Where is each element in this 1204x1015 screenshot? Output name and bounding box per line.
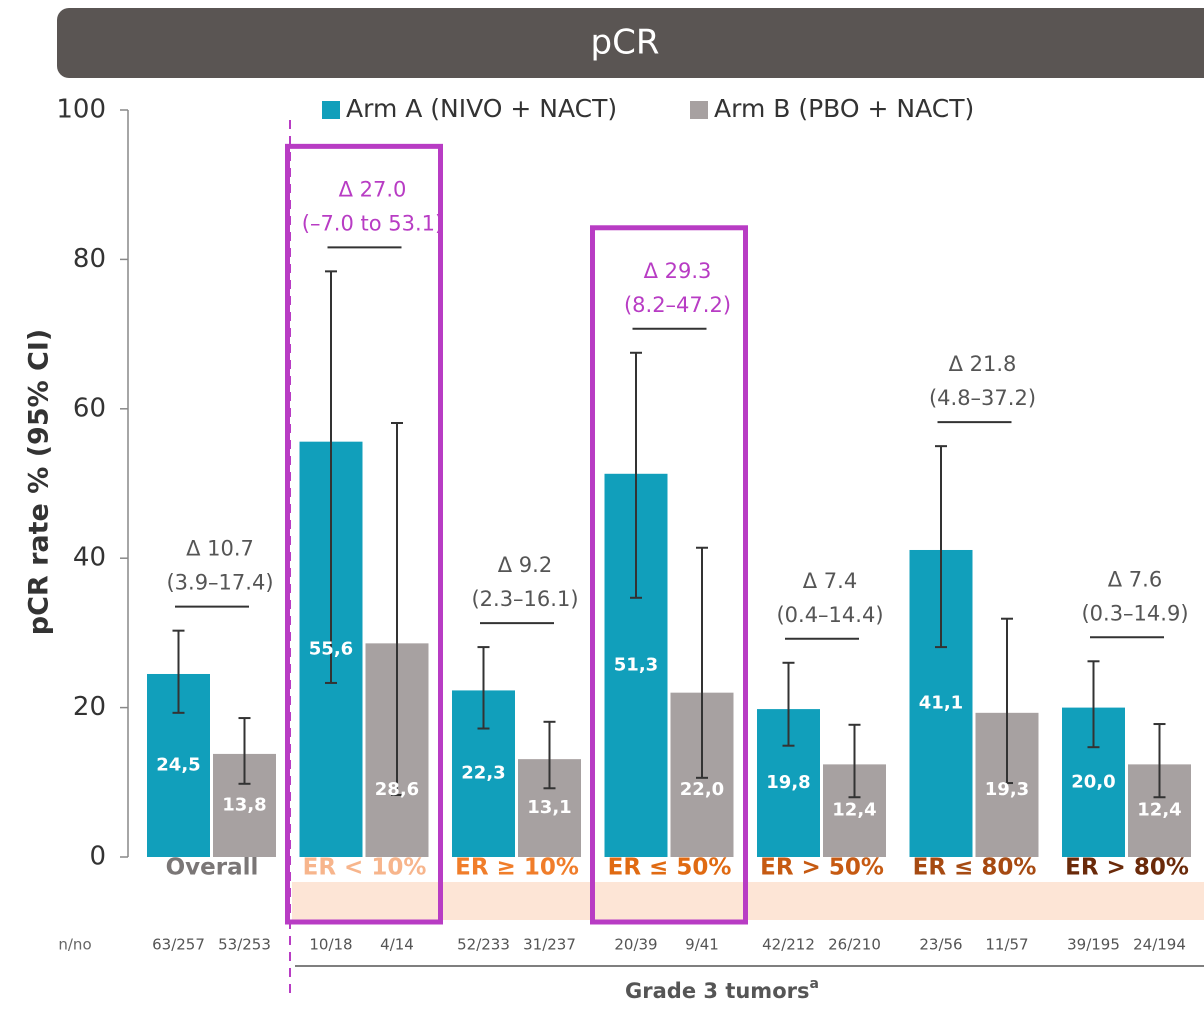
value-label: 19,3 — [985, 779, 1029, 800]
n-label: 4/14 — [380, 936, 414, 954]
delta-ci: (8.2–47.2) — [624, 293, 731, 317]
n-label: 52/233 — [457, 936, 510, 954]
n-label: 53/253 — [218, 936, 271, 954]
delta-label: Δ 29.3 — [644, 259, 712, 283]
delta-label: Δ 7.6 — [1108, 567, 1162, 591]
y-tick-label: 40 — [73, 543, 106, 573]
value-label: 13,1 — [527, 797, 571, 818]
n-label: 23/56 — [919, 936, 962, 954]
group-label-sup: a — [809, 976, 818, 992]
delta-label: Δ 27.0 — [339, 177, 407, 201]
y-tick-label: 100 — [56, 95, 106, 125]
x-tick-label: ER < 10% — [303, 855, 427, 881]
delta-label: Δ 10.7 — [186, 537, 254, 561]
delta-label: Δ 21.8 — [949, 352, 1017, 376]
delta-label: Δ 9.2 — [498, 553, 552, 577]
x-tick-label: ER > 50% — [760, 855, 884, 881]
value-label: 51,3 — [614, 654, 658, 675]
y-tick-label: 20 — [73, 692, 106, 722]
n-label: 10/18 — [309, 936, 352, 954]
value-label: 24,5 — [156, 754, 200, 775]
value-label: 22,0 — [680, 779, 724, 800]
value-label: 19,8 — [766, 772, 810, 793]
delta-ci: (4.8–37.2) — [929, 386, 1036, 410]
legend-label: Arm A (NIVO + NACT) — [346, 94, 617, 123]
legend-swatch — [322, 101, 340, 119]
n-label: 39/195 — [1067, 936, 1120, 954]
n-label: 11/57 — [985, 936, 1028, 954]
x-tick-label: Overall — [166, 855, 259, 881]
delta-ci: (–7.0 to 53.1) — [302, 211, 443, 235]
y-tick-label: 0 — [89, 842, 106, 872]
y-tick-label: 60 — [73, 393, 106, 423]
y-tick-label: 80 — [73, 244, 106, 274]
n-label: 24/194 — [1133, 936, 1186, 954]
value-label: 13,8 — [222, 794, 266, 815]
highlight-box — [285, 143, 443, 925]
value-label: 41,1 — [919, 692, 963, 713]
legend-swatch — [690, 101, 708, 119]
x-tick-label: ER ≥ 10% — [455, 855, 579, 881]
chart-title: pCR — [591, 23, 660, 63]
header-bar — [57, 8, 1204, 78]
n-row-label: n/no — [58, 936, 91, 954]
delta-ci: (2.3–16.1) — [471, 587, 578, 611]
n-label: 9/41 — [685, 936, 719, 954]
highlight-box — [590, 225, 748, 925]
group-label: Grade 3 tumorsa — [625, 976, 819, 1003]
delta-ci: (0.4–14.4) — [776, 603, 883, 627]
n-label: 63/257 — [152, 936, 205, 954]
x-tick-label: ER ≤ 80% — [913, 855, 1037, 881]
n-label: 20/39 — [614, 936, 657, 954]
n-label: 42/212 — [762, 936, 815, 954]
delta-ci: (3.9–17.4) — [166, 571, 273, 595]
value-label: 28,6 — [375, 779, 419, 800]
legend-label: Arm B (PBO + NACT) — [714, 94, 974, 123]
value-label: 55,6 — [309, 638, 353, 659]
delta-label: Δ 7.4 — [803, 569, 857, 593]
n-label: 31/237 — [523, 936, 576, 954]
value-label: 20,0 — [1071, 771, 1115, 792]
value-label: 22,3 — [461, 763, 505, 784]
y-axis-label: pCR rate % (95% CI) — [24, 329, 55, 636]
n-label: 26/210 — [828, 936, 881, 954]
x-tick-label: ER > 80% — [1065, 855, 1189, 881]
value-label: 12,4 — [1137, 800, 1181, 821]
value-label: 12,4 — [832, 800, 876, 821]
group-label-text: Grade 3 tumors — [625, 979, 809, 1003]
delta-ci: (0.3–14.9) — [1081, 601, 1188, 625]
x-tick-label: ER ≤ 50% — [608, 855, 732, 881]
